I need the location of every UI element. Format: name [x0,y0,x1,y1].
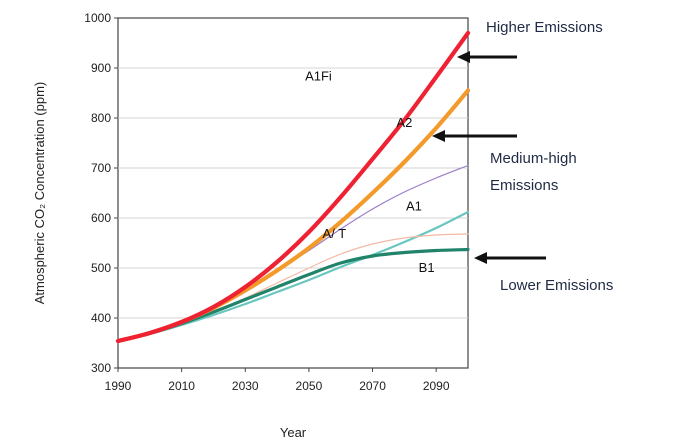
y-tick-label: 400 [91,311,111,325]
series-lines [115,30,471,344]
x-axis-ticks: 1990 2010 2030 2050 2070 2090 [105,368,450,393]
y-tick-label: 800 [91,111,111,125]
y-tick-label: 500 [91,261,111,275]
x-tick-label: 2010 [168,379,195,393]
medium-high-emissions-label-line2: Emissions [490,177,558,194]
callout-arrow-head [432,130,445,142]
lower-emissions-label: Lower Emissions [500,277,613,294]
y-tick-label: 300 [91,361,111,375]
series-label: B1 [419,260,435,275]
y-tick-label: 900 [91,61,111,75]
medium-high-emissions-label-line1: Medium-high [490,150,577,167]
series-label: A/ T [323,226,347,241]
x-tick-label: 2090 [423,379,450,393]
x-tick-label: 2050 [296,379,323,393]
x-tick-label: 1990 [105,379,132,393]
x-axis-title: Year [280,425,307,440]
callout-arrow-head [474,252,487,264]
y-axis-ticks: 300 400 500 600 700 800 900 1000 [84,11,118,375]
series-label: A1Fi [305,69,332,84]
y-axis-title: Atmospheric CO₂ Concentration (ppm) [32,82,47,305]
series-label: A2 [396,115,412,130]
series-labels: A1Fi A2 A1 A/ T B1 [305,69,435,276]
series-line-a1fi [115,30,471,344]
higher-emissions-label: Higher Emissions [486,19,603,36]
y-tick-label: 1000 [84,11,111,25]
x-tick-label: 2070 [359,379,386,393]
series-label: A1 [406,199,422,214]
x-tick-label: 2030 [232,379,259,393]
plot-area [117,17,469,369]
y-tick-label: 700 [91,161,111,175]
y-tick-label: 600 [91,211,111,225]
emission-callouts: Higher Emissions Medium-high Emissions L… [432,19,613,294]
gridlines [118,67,468,319]
callout-arrow-head [457,51,470,63]
